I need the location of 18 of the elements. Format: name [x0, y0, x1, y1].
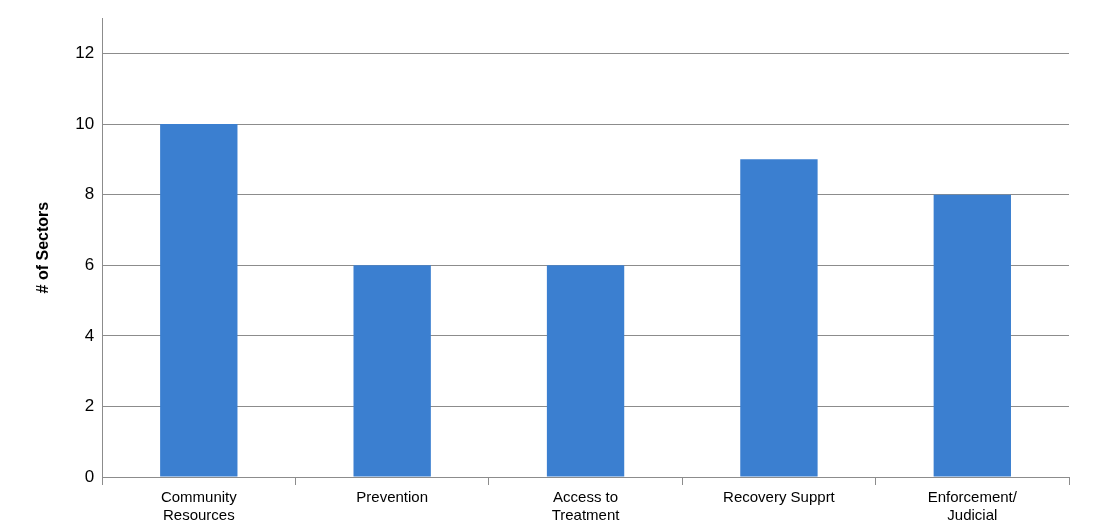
y-tick-label: 10	[75, 113, 95, 133]
x-tick-label: Access to Treatment	[551, 488, 621, 524]
y-tick-label: 2	[84, 396, 95, 416]
bar	[933, 194, 1011, 477]
x-tick-label: Enforcement/ Judicial	[927, 488, 1018, 524]
bar	[546, 265, 625, 477]
x-tick-label: Community Resources	[160, 488, 238, 524]
bar	[353, 265, 431, 477]
x-tick-label: Prevention	[356, 488, 429, 506]
y-tick-label: 6	[84, 254, 95, 274]
bar	[160, 124, 238, 477]
x-tick-label: Recovery Supprt	[723, 488, 836, 506]
y-axis-title: # of Sectors	[34, 201, 52, 294]
y-tick-label: 4	[84, 325, 95, 345]
y-tick-label: 12	[75, 43, 95, 63]
y-tick-label: 0	[84, 466, 95, 486]
bar	[740, 159, 818, 477]
y-tick-label: 8	[84, 184, 95, 204]
